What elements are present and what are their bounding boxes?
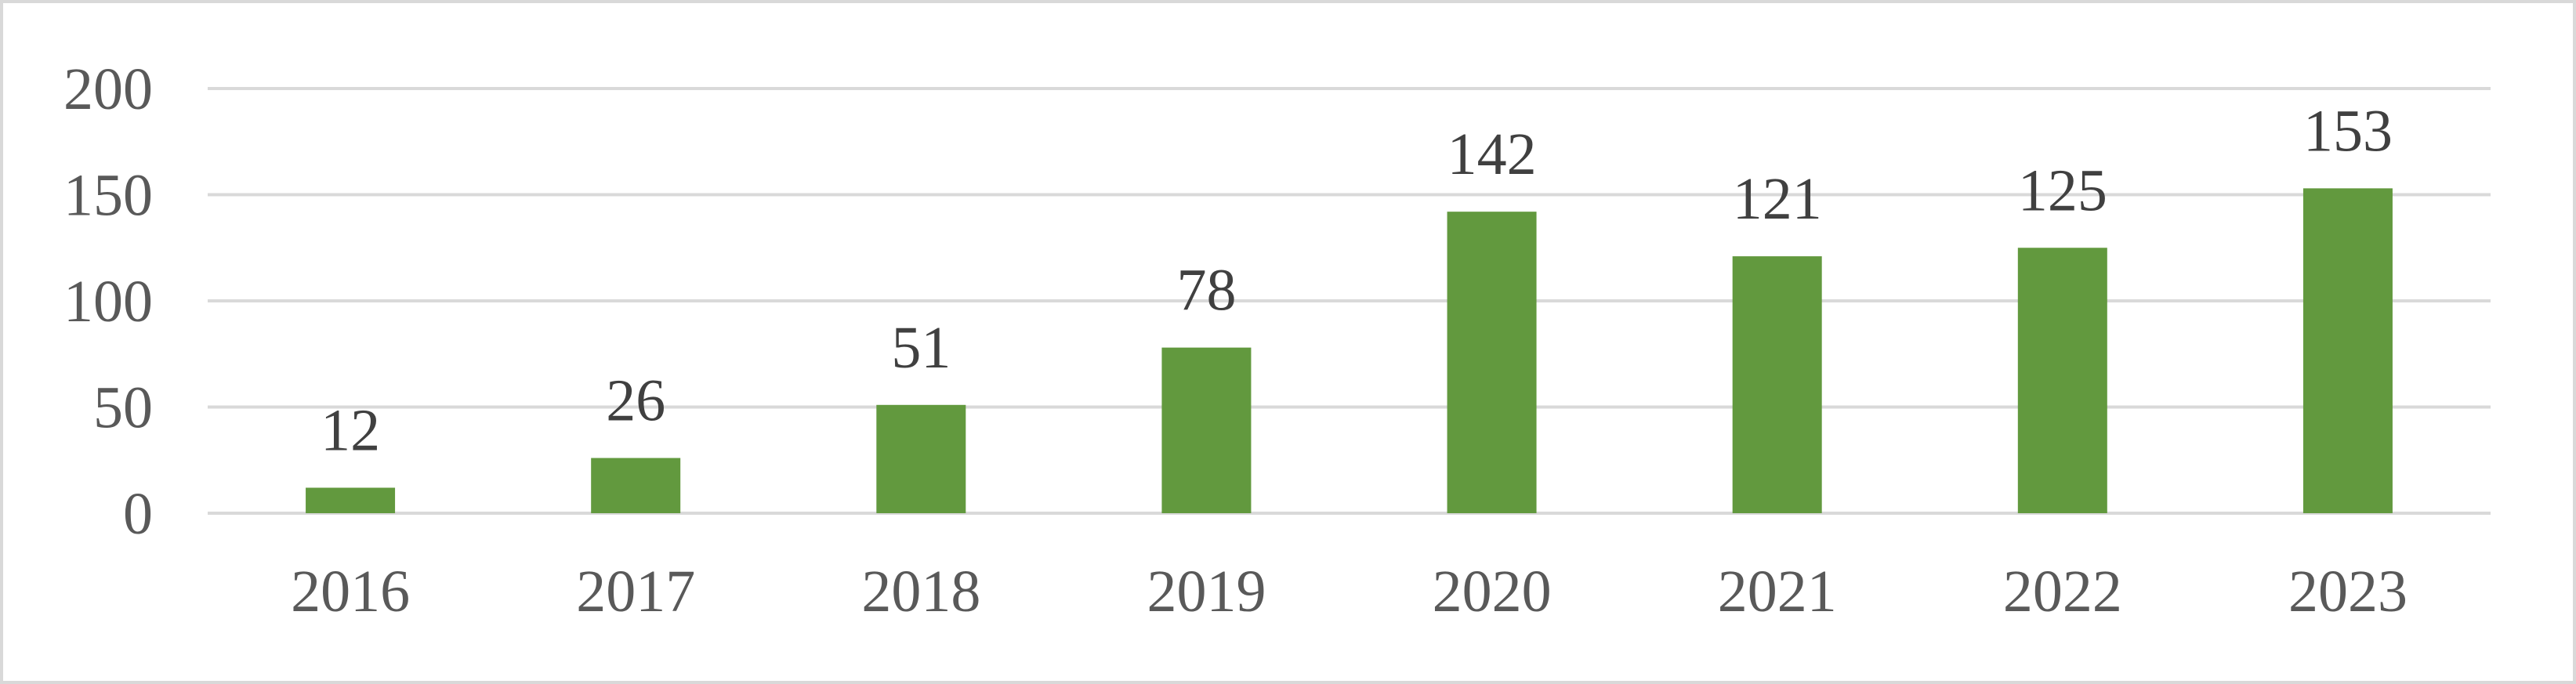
x-axis-ticks: 2016 2017 2018 2019 2020 2021 2022 2023 — [291, 559, 2408, 624]
bar — [2017, 248, 2107, 513]
x-tick-label: 2019 — [1147, 559, 1266, 624]
data-labels: 12 26 51 78 142 121 125 153 — [321, 98, 2393, 463]
bar — [1732, 256, 1822, 513]
data-label: 153 — [2303, 98, 2393, 164]
x-tick-label: 2016 — [291, 559, 410, 624]
y-tick-label: 100 — [63, 269, 153, 335]
x-tick-label: 2020 — [1433, 559, 1552, 624]
x-tick-label: 2022 — [2003, 559, 2122, 624]
bar — [2302, 188, 2393, 513]
x-tick-label: 2017 — [576, 559, 695, 624]
bar — [306, 487, 396, 513]
x-tick-label: 2018 — [861, 559, 980, 624]
data-label: 51 — [891, 315, 951, 381]
data-label: 12 — [321, 397, 380, 463]
y-tick-label: 50 — [93, 375, 153, 441]
y-tick-label: 0 — [123, 481, 153, 547]
data-label: 121 — [1733, 166, 1822, 232]
bar — [1447, 212, 1537, 513]
bars — [306, 188, 2393, 513]
gridlines — [208, 87, 2491, 515]
y-tick-label: 150 — [63, 163, 153, 229]
x-tick-label: 2023 — [2288, 559, 2408, 624]
x-tick-label: 2021 — [1718, 559, 1837, 624]
data-label: 125 — [2018, 157, 2107, 223]
data-label: 26 — [606, 368, 665, 434]
y-axis-ticks: 0 50 100 150 200 — [63, 56, 153, 547]
y-tick-label: 200 — [63, 56, 153, 122]
bar — [591, 458, 681, 513]
bar — [1161, 347, 1252, 513]
data-label: 142 — [1447, 121, 1537, 187]
bar — [876, 404, 966, 513]
data-label: 78 — [1176, 258, 1236, 324]
